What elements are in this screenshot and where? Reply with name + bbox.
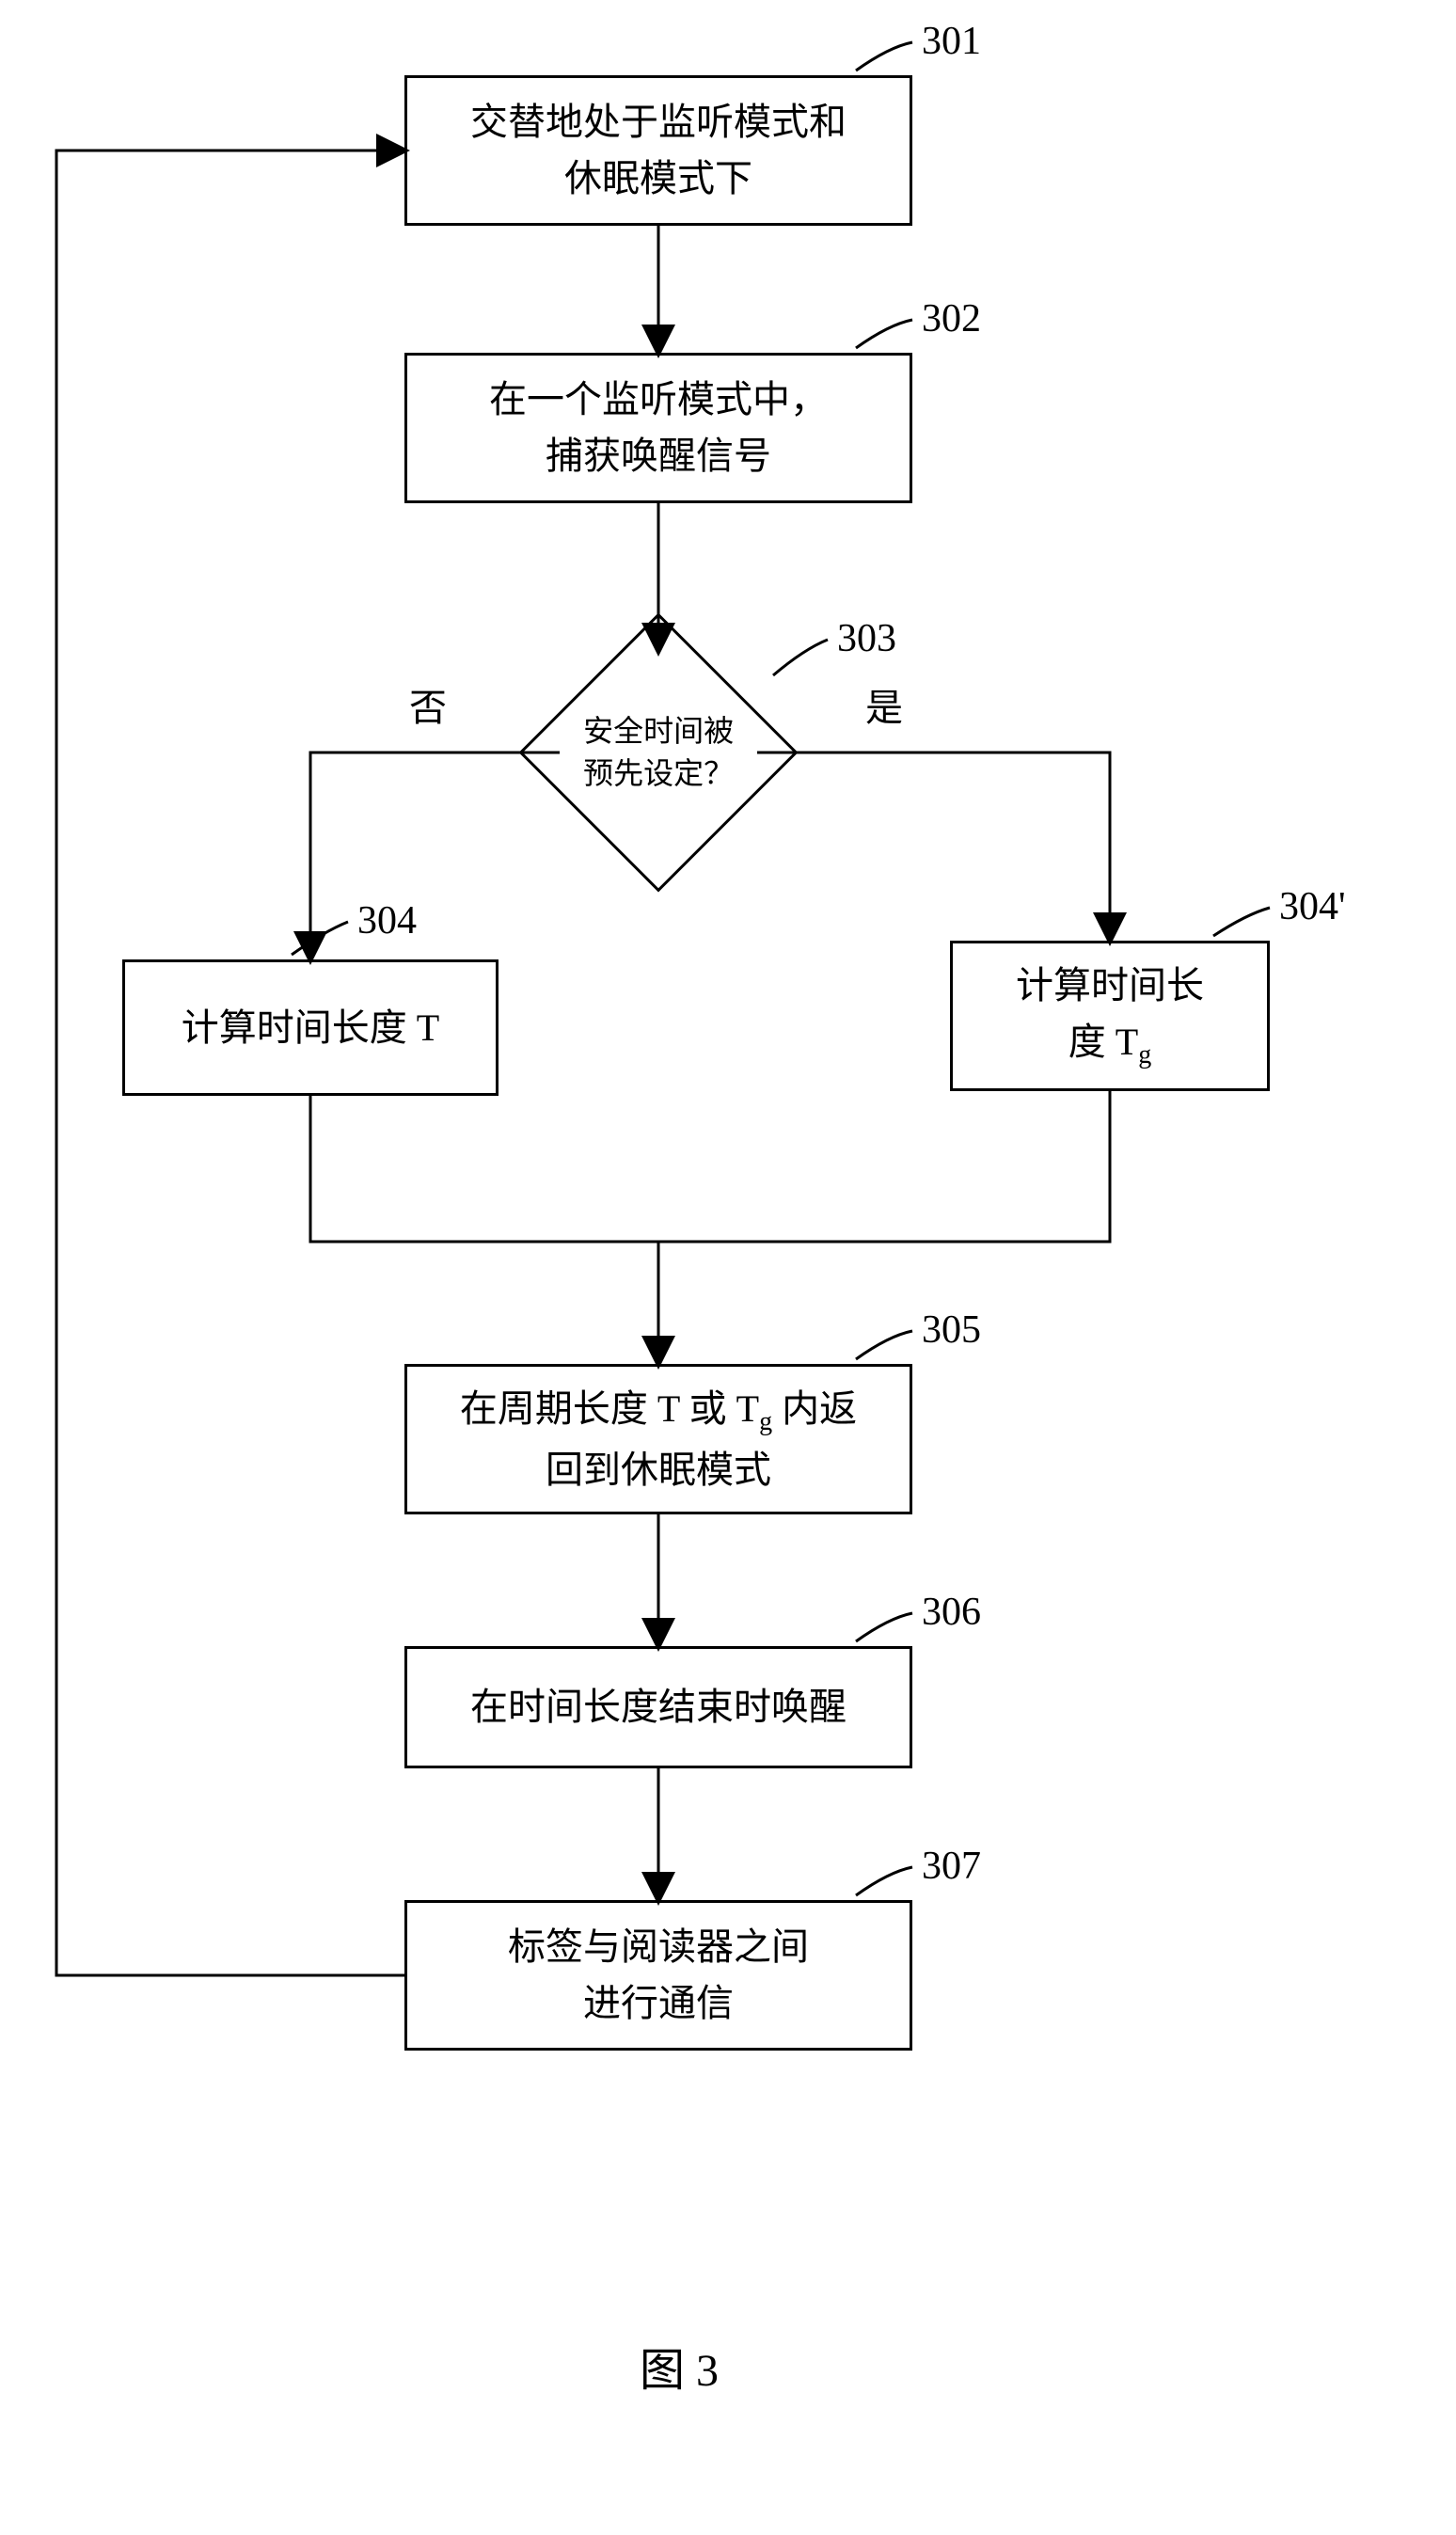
- flowchart-edges: [0, 0, 1456, 2535]
